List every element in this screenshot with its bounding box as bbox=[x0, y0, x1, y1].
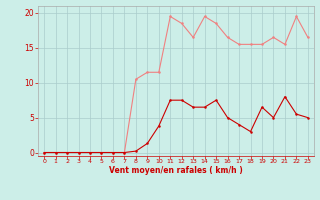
X-axis label: Vent moyen/en rafales ( km/h ): Vent moyen/en rafales ( km/h ) bbox=[109, 166, 243, 175]
